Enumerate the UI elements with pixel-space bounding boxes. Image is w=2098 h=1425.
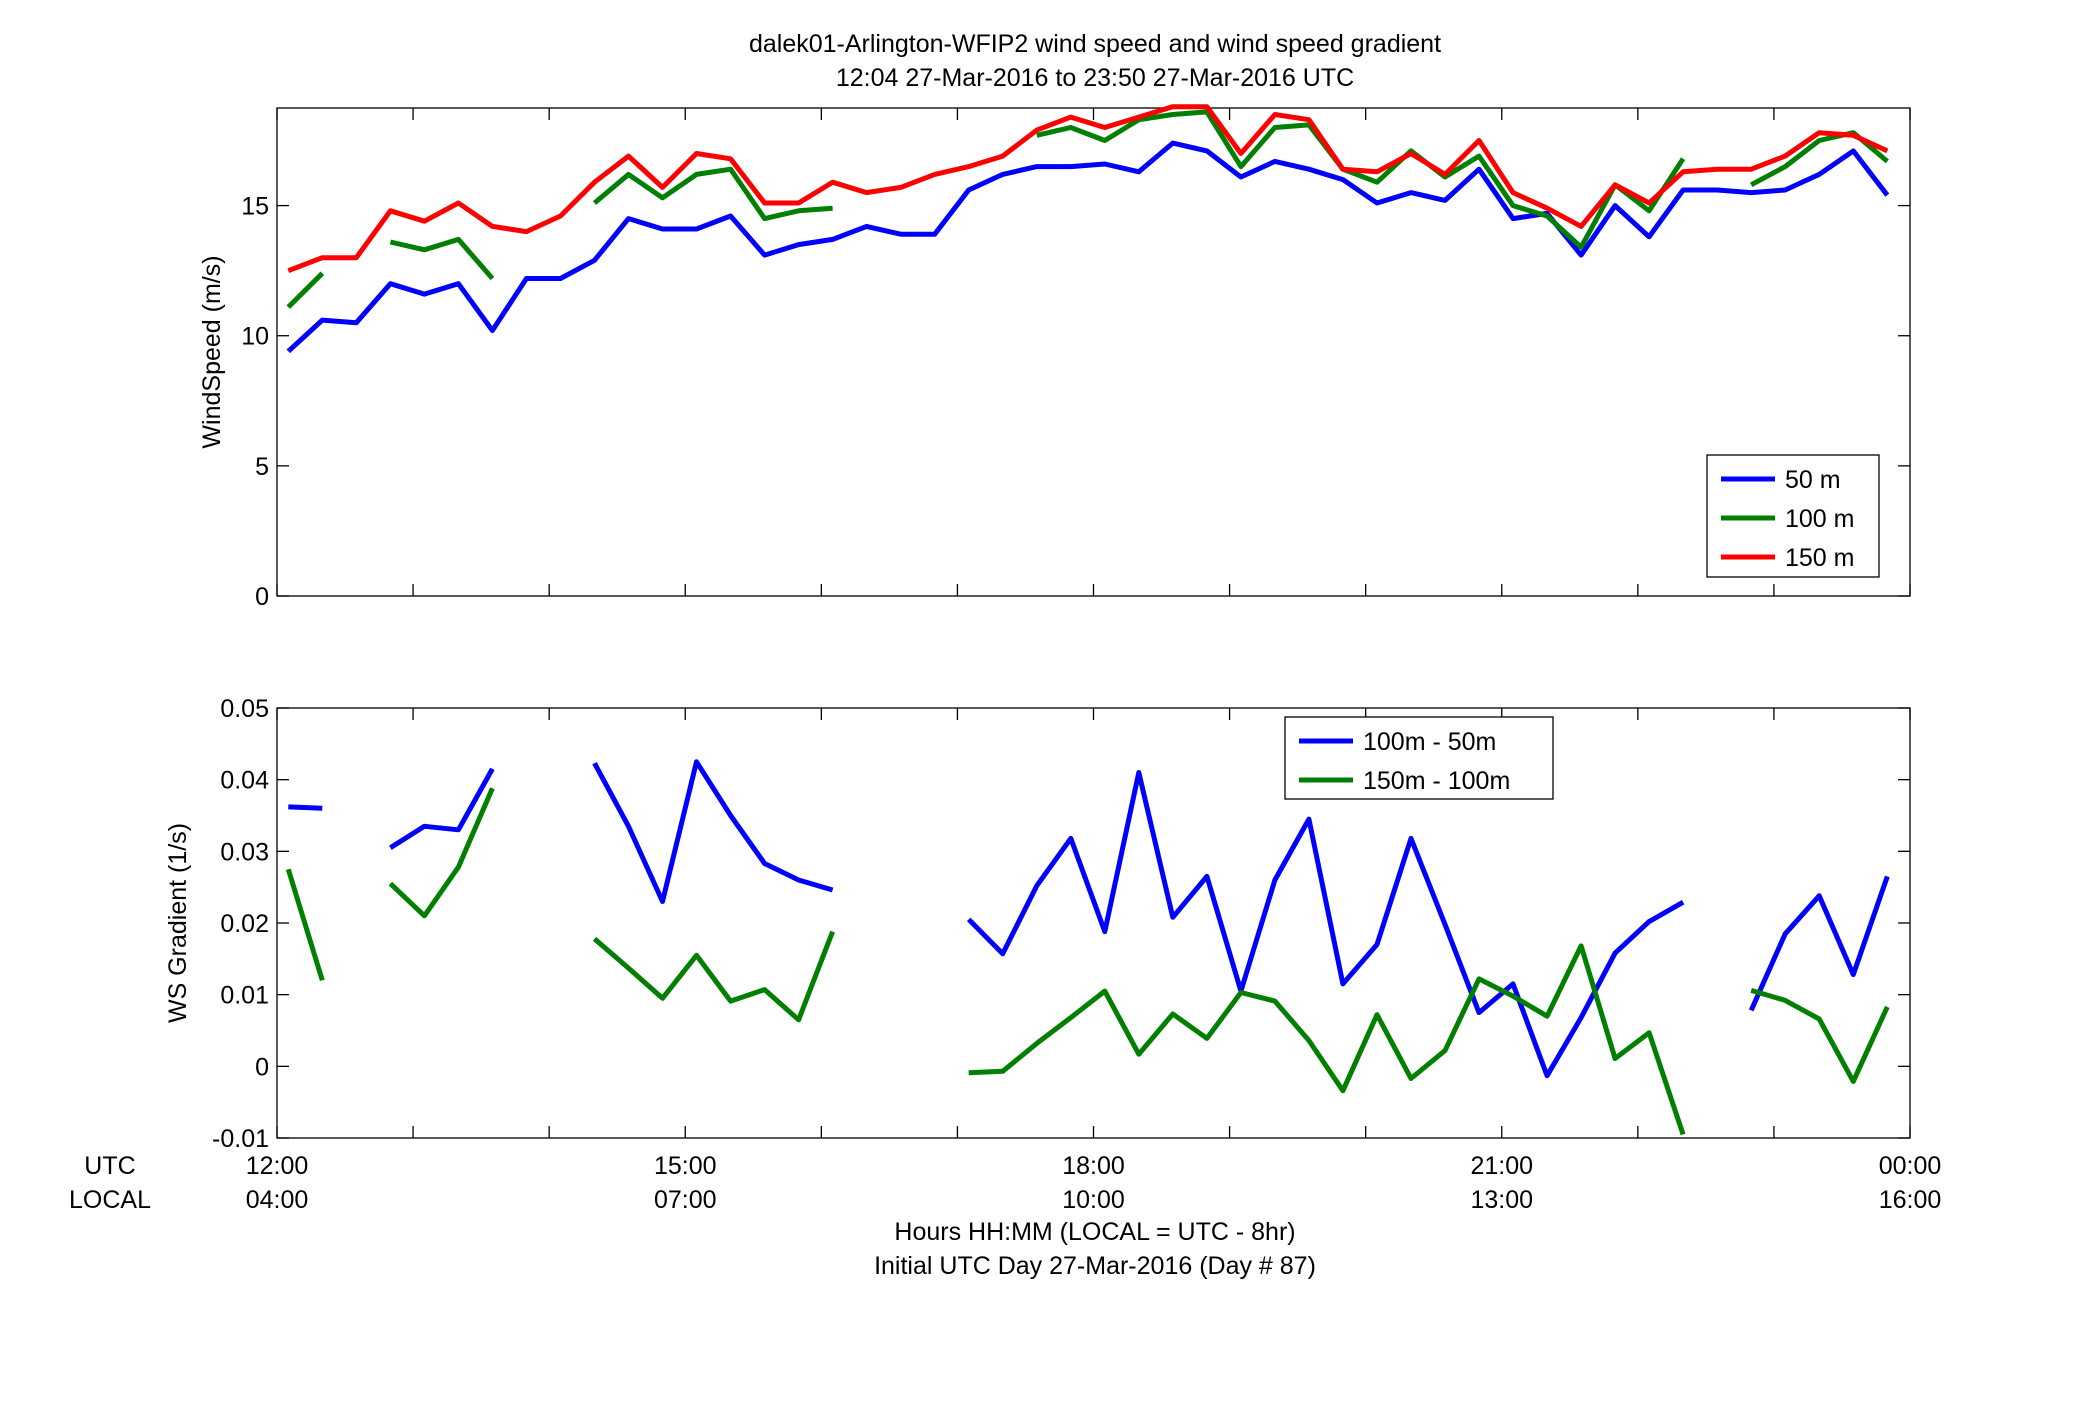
y-tick-label: 10 [241, 323, 269, 351]
x-tick-label-utc: 15:00 [654, 1152, 717, 1180]
legend-label: 100m - 50m [1363, 728, 1496, 756]
y-tick-label: 0.04 [220, 767, 269, 795]
windspeed-panel: 0 5 10 15 WindSpeed (m/s) 50 m 100 m 150 m [198, 104, 1911, 611]
y-tick-label: 0.05 [220, 695, 269, 723]
local-row-label: LOCAL [69, 1186, 151, 1214]
x-tick-label-local: 10:00 [1062, 1186, 1125, 1214]
series-line-150m-100m [388, 787, 495, 919]
series-line-100m-50m [1748, 875, 1890, 1012]
series-line-50m [286, 140, 1890, 354]
legend-box [1284, 716, 1554, 800]
plot-frame [276, 107, 1911, 597]
y-axis-label: WindSpeed (m/s) [198, 255, 226, 448]
series-line-150m [287, 104, 1889, 274]
title-line-1: dalek01-Arlington-WFIP2 wind speed and w… [749, 30, 1441, 58]
series-line-150m-100m [285, 868, 325, 982]
legend-label: 150 m [1785, 544, 1854, 572]
x-tick-label-utc: 21:00 [1470, 1152, 1533, 1180]
y-tick-label: 0.01 [220, 982, 269, 1010]
x-tick-label-utc: 18:00 [1062, 1152, 1125, 1180]
y-tick-label: -0.01 [212, 1125, 269, 1153]
series-line-150m-100m [968, 943, 1686, 1136]
gradient-panel: -0.01 0 0.01 0.02 0.03 0.04 0.05 WS Gradient (1… [164, 695, 1941, 1214]
legend-label: 150m - 100m [1363, 767, 1510, 795]
series-line-150m-100m [592, 930, 835, 1023]
y-tick-label: 15 [241, 193, 269, 221]
series-line-150m-100m [1750, 988, 1890, 1084]
y-tick-label: 0 [255, 1053, 269, 1081]
x-tick-label-local: 13:00 [1470, 1186, 1533, 1214]
y-tick-label: 0.02 [220, 910, 269, 938]
title-line-2: 12:04 27-Mar-2016 to 23:50 27-Mar-2016 U… [836, 64, 1354, 92]
x-tick-label-local: 16:00 [1879, 1186, 1942, 1214]
legend-label: 100 m [1785, 505, 1854, 533]
x-tick-label-local: 04:00 [246, 1186, 309, 1214]
y-tick-label: 0.03 [220, 838, 269, 866]
y-axis-label: WS Gradient (1/s) [164, 823, 192, 1023]
series-line-100m-50m [592, 759, 834, 904]
y-tick-label: 5 [255, 453, 269, 481]
series-line-100m [592, 166, 833, 222]
x-tick-label-utc: 12:00 [246, 1152, 309, 1180]
series-line-100m-50m [389, 767, 495, 850]
utc-row-label: UTC [84, 1152, 135, 1180]
x-axis-label-line-2: Initial UTC Day 27-Mar-2016 (Day # 87) [874, 1252, 1316, 1280]
legend-label: 50 m [1785, 466, 1841, 494]
series-line-100m [1036, 109, 1686, 250]
series-line-100m [286, 271, 325, 309]
x-tick-label-utc: 00:00 [1879, 1152, 1942, 1180]
x-tick-label-local: 07:00 [654, 1186, 717, 1214]
x-axis-label-line-1: Hours HH:MM (LOCAL = UTC - 8hr) [894, 1218, 1295, 1246]
series-line-100m-50m [288, 804, 323, 811]
series-line-100m [389, 236, 495, 281]
y-tick-label: 0 [255, 583, 269, 611]
series-line-100m-50m [966, 770, 1685, 1079]
